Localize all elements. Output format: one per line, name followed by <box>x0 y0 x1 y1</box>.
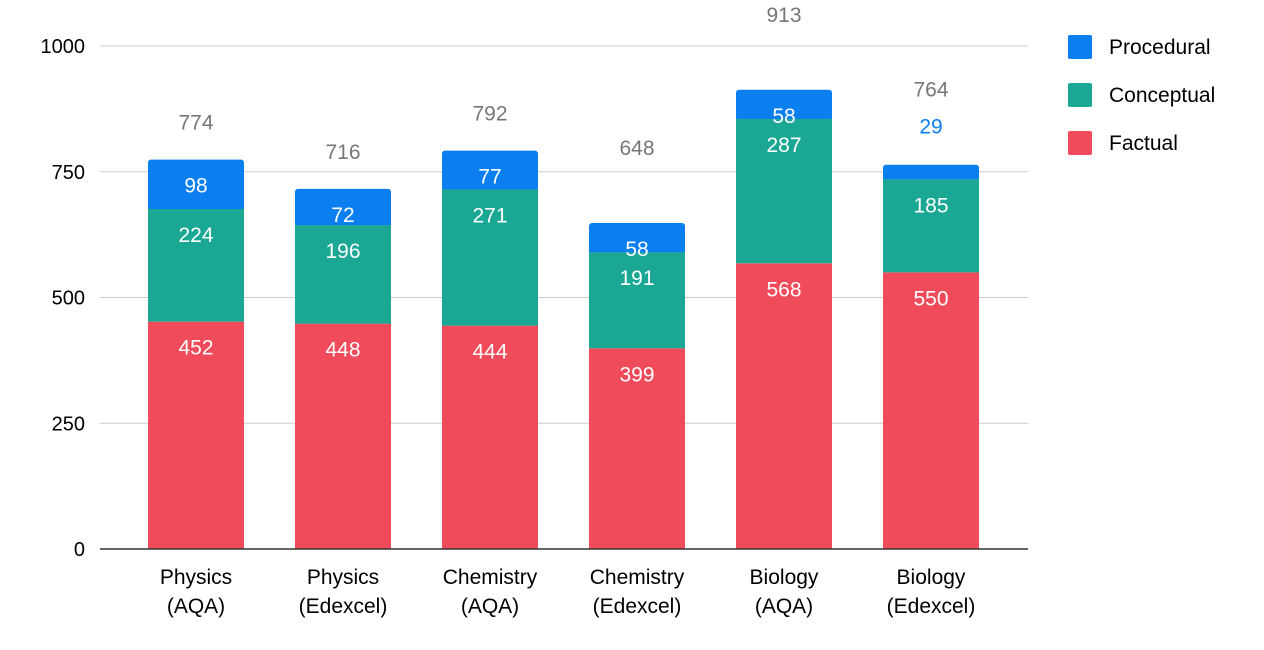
x-tick-label: Chemistry <box>590 566 685 589</box>
data-label-procedural: 58 <box>772 105 795 128</box>
y-tick-label: 0 <box>74 539 85 561</box>
bar-segment-fill <box>736 114 832 119</box>
y-tick-label: 750 <box>52 162 85 184</box>
y-tick-label: 500 <box>52 288 85 310</box>
legend-label-factual: Factual <box>1109 132 1178 155</box>
data-label-procedural: 72 <box>331 204 354 227</box>
data-label-factual: 444 <box>472 341 507 364</box>
bar-segment-conceptual <box>442 189 538 326</box>
bar-segment-conceptual <box>589 252 685 349</box>
bar-segment-conceptual <box>736 118 832 264</box>
data-label-conceptual: 196 <box>325 240 360 263</box>
y-tick-label: 250 <box>52 413 85 435</box>
x-tick-label: (Edexcel) <box>593 595 682 618</box>
x-tick-label: Chemistry <box>443 566 538 589</box>
bar-segment-fill <box>589 248 685 253</box>
data-label-conceptual: 271 <box>472 204 507 227</box>
data-label-conceptual: 185 <box>913 194 948 217</box>
x-tick-label: Physics <box>307 566 379 589</box>
total-labels: 774 716 792 648 913 764 <box>178 4 948 164</box>
data-label-procedural: 29 <box>919 116 942 139</box>
bar-segment-factual <box>442 325 538 549</box>
x-tick-label: (Edexcel) <box>887 595 976 618</box>
data-label-procedural: 58 <box>625 238 648 261</box>
bar-segment-fill <box>295 221 391 226</box>
bar-segment-fill <box>883 175 979 180</box>
data-label-procedural: 77 <box>478 166 501 189</box>
x-tick-label: (AQA) <box>755 595 813 618</box>
legend-label-conceptual: Conceptual <box>1109 84 1215 107</box>
data-label-factual: 452 <box>178 337 213 360</box>
bar-segment-factual <box>736 263 832 549</box>
y-tick-label: 1000 <box>41 36 86 58</box>
legend: Procedural Conceptual Factual <box>1068 35 1215 155</box>
x-tick-label: (AQA) <box>167 595 225 618</box>
x-tick-label: (AQA) <box>461 595 519 618</box>
legend-label-procedural: Procedural <box>1109 36 1211 59</box>
gridlines <box>100 45 1028 424</box>
bar-segment-procedural <box>295 188 391 226</box>
x-tick-label: Physics <box>160 566 232 589</box>
x-tick-label: (Edexcel) <box>299 595 388 618</box>
bar-segment-factual <box>883 272 979 549</box>
bar-segment-procedural <box>589 223 685 253</box>
data-label-factual: 399 <box>619 363 654 386</box>
bar-segment-conceptual <box>148 208 244 322</box>
bar-segment-factual <box>148 321 244 549</box>
data-label-factual: 448 <box>325 339 360 362</box>
x-tick-label: Biology <box>897 566 966 589</box>
data-label-conceptual: 224 <box>178 224 213 247</box>
y-axis: 0 250 500 750 1000 <box>41 36 86 561</box>
x-axis: Physics (AQA) Physics (Edexcel) Chemistry (AQ… <box>160 566 976 618</box>
data-label-conceptual: 191 <box>619 267 654 290</box>
bars: 452 224 98 448 196 72 444 271 77 399 191 58 568 287 58… <box>148 89 979 549</box>
bar-segment-procedural <box>148 159 244 209</box>
legend-swatch-factual <box>1068 131 1092 155</box>
bar-segment-fill <box>148 204 244 209</box>
total-label: 913 <box>766 4 801 27</box>
x-tick-label: Biology <box>750 566 819 589</box>
data-label-conceptual: 287 <box>766 134 801 157</box>
total-label: 648 <box>619 137 654 160</box>
bar-segment-conceptual <box>295 225 391 324</box>
bar-segment-factual <box>589 348 685 549</box>
bar-segment-factual <box>295 323 391 549</box>
total-label: 764 <box>913 79 948 102</box>
bar-segment-procedural <box>442 150 538 190</box>
data-label-factual: 568 <box>766 278 801 301</box>
bar-segment-conceptual <box>883 179 979 273</box>
total-label: 792 <box>472 103 507 126</box>
total-label: 716 <box>325 141 360 164</box>
bar-segment-fill <box>442 185 538 190</box>
total-label: 774 <box>178 112 213 135</box>
bar-segment-procedural <box>736 89 832 119</box>
legend-swatch-procedural <box>1068 35 1092 59</box>
legend-swatch-conceptual <box>1068 83 1092 107</box>
data-label-factual: 550 <box>913 287 948 310</box>
data-label-procedural: 98 <box>184 175 207 198</box>
